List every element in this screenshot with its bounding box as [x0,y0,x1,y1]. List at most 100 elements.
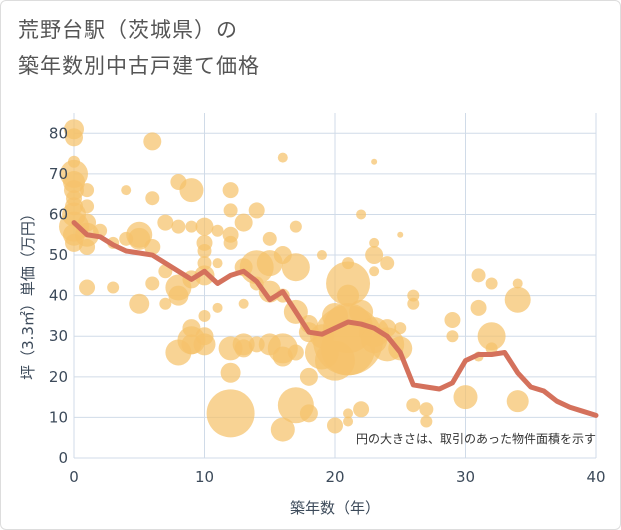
bubble-point [194,265,215,286]
bubble-point [420,415,433,428]
y-tick-label: 20 [49,368,68,386]
bubble-point [327,417,343,434]
bubble-point [504,286,531,313]
bubble-point [107,281,120,294]
bubble-point [299,404,318,423]
trend-line-layer [71,220,599,418]
bubble-point [270,417,295,442]
bubble-point [397,231,404,238]
bubble-point [343,416,354,427]
bubble-point [353,401,370,418]
bubble-point [337,284,360,307]
bubble-point [369,266,380,277]
bubble-point [157,214,174,231]
bubble-point [453,385,478,410]
x-tick-label: 40 [586,468,605,486]
bubble-point [234,213,253,232]
x-tick-label: 10 [195,468,214,486]
bubble-point [220,362,241,383]
bubble-point [144,238,161,255]
y-tick-label: 70 [49,165,68,183]
bubble-point [419,402,434,417]
bubble-point [198,309,211,322]
bubble-point [262,231,277,246]
bubble-point [506,390,529,413]
bubble-point [197,244,212,258]
bubble-point [277,152,288,163]
bubble-point [212,302,223,313]
bubble-point [234,339,253,358]
bubble-point [145,276,160,291]
bubble-point [211,224,224,237]
bubble-point [444,312,461,328]
bubble-point [248,202,265,219]
bubble-point [80,199,95,214]
bubble-point [145,191,160,206]
bubble-point [446,330,459,343]
bubble-point [394,322,407,335]
bubble-point [365,246,384,265]
bubble-point [380,256,395,271]
bubble-layer [59,119,531,442]
average-price-line [71,220,599,418]
y-tick-label: 0 [58,449,68,467]
bubble-point [171,219,186,234]
y-tick-label: 30 [49,327,68,345]
bubble-point [65,128,83,147]
bubble-point [195,217,214,236]
bubble-point [79,279,96,296]
chart-title-line1: 荒野台駅（茨城県）の [18,18,238,42]
bubble-point [287,344,304,361]
bubble-point [316,250,327,261]
bubble-point [159,297,172,310]
bubble-point [407,297,420,310]
bubble-point [168,285,189,306]
bubble-point [179,178,204,203]
bubble-point [193,333,216,356]
bubble-point [343,408,354,419]
y-tick-label: 60 [49,205,68,223]
bubble-point [406,398,421,413]
bubble-point [470,299,487,316]
bubble-point [356,209,367,220]
bubble-point [129,293,150,314]
bubble-point [143,132,162,151]
bubble-point [223,235,238,250]
y-tick-label: 40 [49,287,68,305]
bubble-point [299,367,318,386]
bubble-point [477,322,506,351]
bubble-point [369,237,380,248]
y-axis-title: 坪（3.3㎡）単価（万円） [19,206,37,380]
bubble-point [485,342,498,355]
y-tick-labels: 0 10 20 30 40 50 60 70 80 [49,124,68,467]
bubble-point [206,389,255,438]
bubble-point [80,183,95,198]
bubble-point [326,261,371,306]
bubble-point [121,185,132,196]
bubble-point [222,182,239,199]
y-tick-label: 80 [49,124,68,142]
bubble-point [223,203,238,218]
x-tick-label: 30 [456,468,475,486]
bubble-point [471,268,486,283]
bubble-point [238,298,249,309]
x-tick-labels: 0 10 20 30 40 [69,468,605,486]
bubble-point [185,220,198,233]
bubble-point [289,220,302,233]
bubble-point [349,299,374,324]
bubble-point [272,346,293,367]
bubble-point [79,238,96,255]
x-tick-label: 0 [69,468,79,486]
x-tick-label: 20 [325,468,344,486]
x-axis-title: 築年数（年） [290,499,380,517]
bubble-point [371,158,378,165]
bubble-point [212,258,223,269]
bubble-point [281,253,310,282]
y-tick-label: 50 [49,246,68,264]
bubble-point [512,278,523,289]
bubble-point [485,277,498,290]
y-tick-label: 10 [49,408,68,426]
bubble-size-note: 円の大きさは、取引のあった物件面積を示す [356,431,596,446]
